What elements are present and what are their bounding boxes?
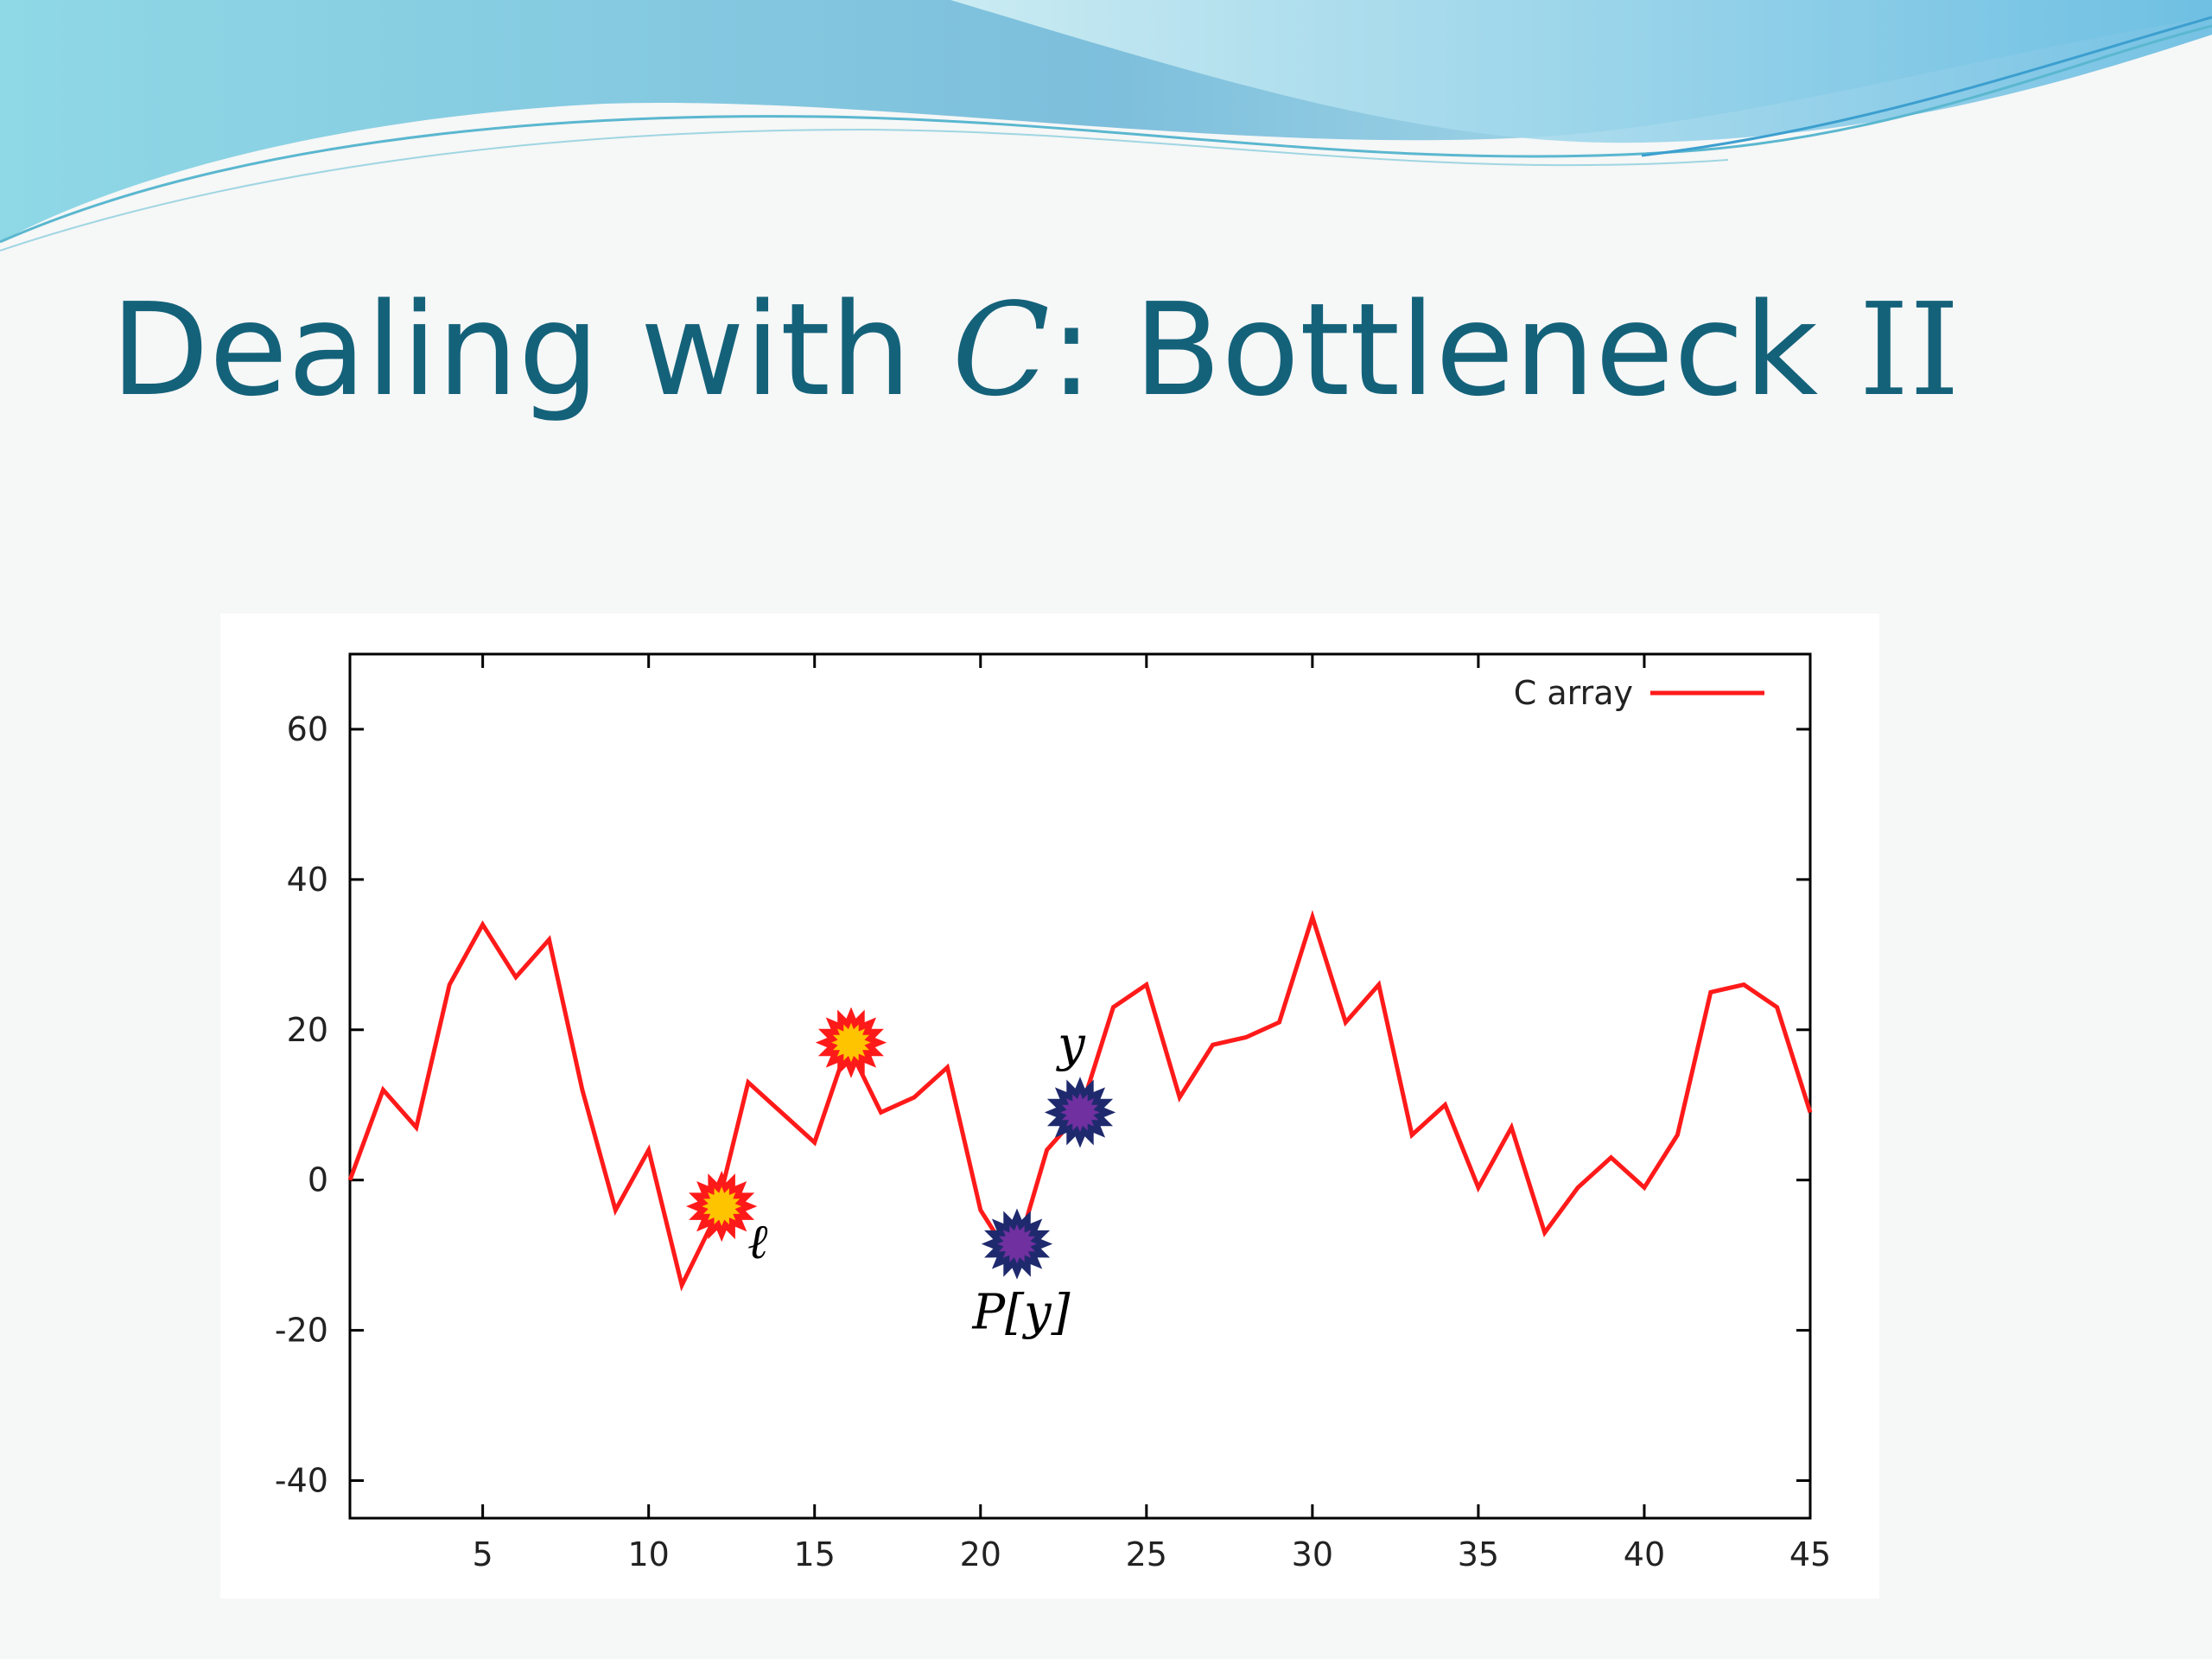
annotation-markers: ℓ P[y] y	[686, 1007, 1116, 1341]
annotation-label: P[y]	[972, 1285, 1071, 1341]
title-roman-numeral: II	[1859, 276, 1961, 424]
purple-star-marker	[981, 1208, 1053, 1280]
annotation-label: y	[1055, 1016, 1086, 1072]
legend-label: C array	[1514, 674, 1633, 712]
annotation-label: ℓ	[747, 1214, 768, 1270]
y-tick-label: 60	[287, 710, 328, 748]
x-tick-labels: 5 10 15 20 25 30 35 40 45	[473, 1535, 1832, 1573]
x-tick-label: 5	[473, 1535, 493, 1573]
orange-star-marker	[815, 1007, 887, 1078]
title-variable: C	[951, 276, 1051, 424]
x-tick-label: 40	[1624, 1535, 1665, 1573]
y-tick-labels: -40 -20 0 20 40 60	[275, 710, 328, 1500]
x-tick-label: 30	[1292, 1535, 1333, 1573]
slide-title: Dealing with C: Bottleneck II	[111, 276, 1960, 423]
y-tick-label: 40	[287, 861, 328, 899]
y-tick-label: -40	[275, 1462, 328, 1500]
x-tick-label: 25	[1126, 1535, 1167, 1573]
y-tick-label: 0	[308, 1161, 328, 1199]
purple-star-marker	[1044, 1077, 1116, 1148]
y-tick-label: -20	[275, 1312, 328, 1350]
x-tick-label: 10	[628, 1535, 670, 1573]
decorative-banner	[0, 0, 2212, 251]
x-tick-label: 35	[1458, 1535, 1499, 1573]
axis-ticks	[350, 654, 1812, 1518]
x-tick-label: 15	[794, 1535, 836, 1573]
title-middle: : Bottleneck	[1050, 276, 1859, 424]
legend: C array	[1514, 674, 1764, 712]
x-tick-label: 45	[1789, 1535, 1831, 1573]
chart-panel: 5 10 15 20 25 30 35 40 45 -40 -20 0 20 40 60 ℓ P[y] y C…	[220, 613, 1879, 1599]
title-prefix: Dealing with	[111, 276, 952, 424]
plot-frame	[348, 652, 1812, 1520]
orange-star-marker	[686, 1170, 758, 1243]
x-tick-label: 20	[960, 1535, 1001, 1573]
line-chart: 5 10 15 20 25 30 35 40 45 -40 -20 0 20 40 60 ℓ P[y] y C…	[275, 652, 1832, 1573]
y-tick-label: 20	[287, 1011, 328, 1049]
